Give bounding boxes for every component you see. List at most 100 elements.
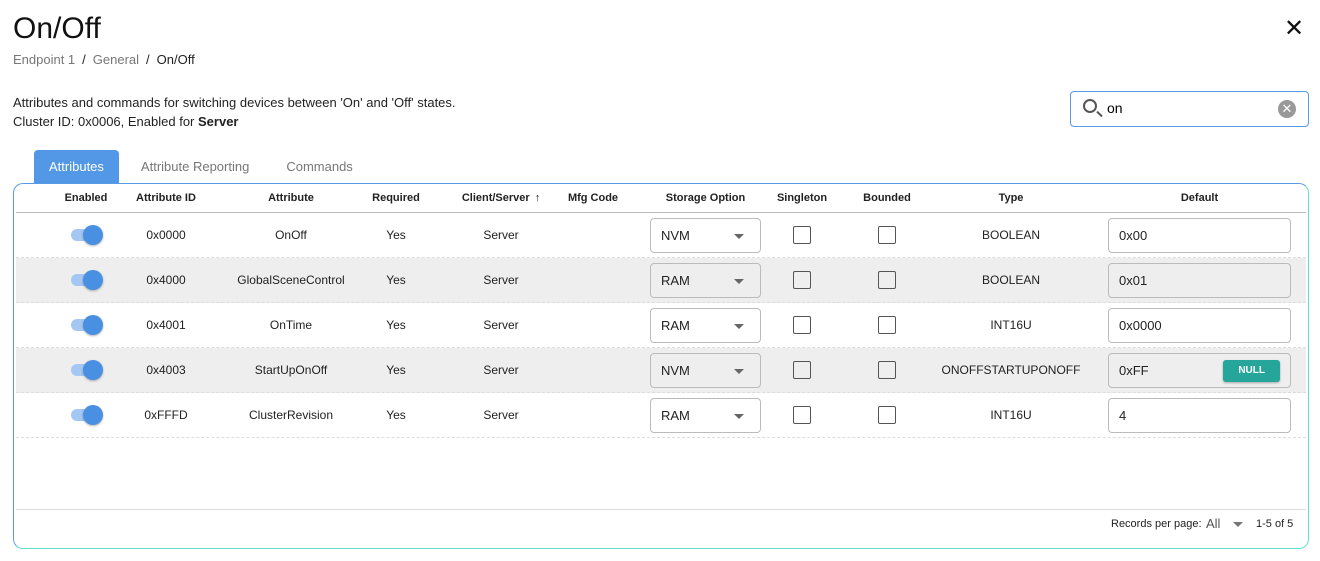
- column-header-type[interactable]: Type: [936, 184, 1086, 212]
- tab-attribute-reporting[interactable]: Attribute Reporting: [140, 159, 250, 174]
- clear-icon[interactable]: ✕: [1278, 100, 1296, 118]
- singleton-checkbox[interactable]: [793, 316, 811, 334]
- bounded-checkbox[interactable]: [878, 271, 896, 289]
- column-header-default[interactable]: Default: [1108, 184, 1291, 212]
- cell-storage: RAM: [650, 393, 761, 437]
- bounded-checkbox[interactable]: [878, 361, 896, 379]
- dropdown-arrow-icon[interactable]: [1233, 522, 1243, 527]
- enabled-toggle[interactable]: [71, 225, 103, 245]
- cell-type: ONOFFSTARTUPONOFF: [936, 348, 1086, 392]
- singleton-checkbox[interactable]: [793, 406, 811, 424]
- default-value-input[interactable]: 4: [1108, 397, 1291, 433]
- tab-attributes[interactable]: Attributes: [34, 150, 119, 183]
- column-header-label: Attribute: [268, 192, 314, 204]
- default-value-input[interactable]: 0xFF NULL: [1108, 352, 1291, 388]
- enabled-toggle[interactable]: [71, 405, 103, 425]
- column-header-label: Type: [998, 192, 1024, 204]
- column-header-label: Client/Server: [461, 192, 530, 204]
- cell-enabled: [46, 393, 126, 437]
- enabled-toggle[interactable]: [71, 315, 103, 335]
- cell-bounded: [846, 348, 928, 392]
- default-value-input[interactable]: 0x01: [1108, 262, 1291, 298]
- cell-enabled: [46, 258, 126, 302]
- cell-name: OnTime: [216, 303, 366, 347]
- search-icon: [1083, 99, 1097, 113]
- column-header-required[interactable]: Required: [361, 184, 431, 212]
- type-value: INT16U: [990, 318, 1032, 332]
- record-count: 1-5 of 5: [1256, 518, 1294, 530]
- cell-required: Yes: [361, 213, 431, 257]
- attribute-name: StartUpOnOff: [254, 363, 328, 377]
- storage-option-select[interactable]: RAM: [650, 262, 761, 298]
- breadcrumb-general[interactable]: General: [92, 52, 140, 67]
- cell-singleton: [761, 393, 843, 437]
- column-header-label: Attribute ID: [136, 192, 196, 204]
- dropdown-arrow-icon: [734, 233, 744, 239]
- cell-required: Yes: [361, 348, 431, 392]
- close-icon[interactable]: ✕: [1284, 15, 1305, 42]
- client-server-value: Server: [483, 228, 519, 242]
- tabs: Attributes Attribute Reporting Commands: [34, 150, 375, 183]
- bounded-checkbox[interactable]: [878, 406, 896, 424]
- search-box[interactable]: ✕: [1070, 91, 1309, 127]
- cell-default: 0x01: [1108, 258, 1291, 302]
- cell-id: 0x4003: [126, 348, 206, 392]
- tab-commands[interactable]: Commands: [286, 159, 353, 174]
- column-header-enabled[interactable]: Enabled: [46, 184, 126, 212]
- column-header-name[interactable]: Attribute: [216, 184, 366, 212]
- column-header-storage[interactable]: Storage Option: [650, 184, 761, 212]
- column-header-mfg[interactable]: Mfg Code: [556, 184, 630, 212]
- bounded-checkbox[interactable]: [878, 316, 896, 334]
- client-server-value: Server: [483, 318, 519, 332]
- cell-bounded: [846, 393, 928, 437]
- records-per-page-select[interactable]: All: [1206, 516, 1221, 531]
- storage-option-select[interactable]: RAM: [650, 307, 761, 343]
- storage-option-select[interactable]: NVM: [650, 352, 761, 388]
- column-header-singleton[interactable]: Singleton: [761, 184, 843, 212]
- default-value: 0xFF: [1119, 362, 1149, 378]
- cell-default: 0xFF NULL: [1108, 348, 1291, 392]
- singleton-checkbox[interactable]: [793, 361, 811, 379]
- singleton-checkbox[interactable]: [793, 226, 811, 244]
- cell-enabled: [46, 303, 126, 347]
- storage-value: NVM: [661, 362, 690, 378]
- cell-type: INT16U: [936, 393, 1086, 437]
- enabled-toggle[interactable]: [71, 360, 103, 380]
- cell-name: ClusterRevision: [216, 393, 366, 437]
- cell-mfg: [556, 303, 630, 347]
- storage-value: RAM: [661, 317, 690, 333]
- column-header-side[interactable]: Client/Server ↑: [446, 184, 556, 212]
- storage-option-select[interactable]: NVM: [650, 217, 761, 253]
- cell-default: 0x00: [1108, 213, 1291, 257]
- breadcrumb-endpoint[interactable]: Endpoint 1: [13, 52, 76, 67]
- description-text: Attributes and commands for switching de…: [13, 95, 456, 110]
- sort-arrow-icon[interactable]: ↑: [534, 192, 541, 204]
- enabled-toggle[interactable]: [71, 270, 103, 290]
- client-server-value: Server: [483, 273, 519, 287]
- cell-default: 0x0000: [1108, 303, 1291, 347]
- dropdown-arrow-icon: [734, 368, 744, 374]
- search-input[interactable]: [1107, 100, 1267, 116]
- default-value-input[interactable]: 0x00: [1108, 217, 1291, 253]
- column-header-label: Bounded: [863, 192, 911, 204]
- attribute-id: 0x0000: [146, 228, 186, 242]
- breadcrumb-current: On/Off: [156, 52, 195, 67]
- cell-bounded: [846, 258, 928, 302]
- cell-id: 0x4001: [126, 303, 206, 347]
- storage-value: RAM: [661, 407, 690, 423]
- null-button[interactable]: NULL: [1223, 359, 1280, 382]
- table-row: 0x0000 OnOff Yes Server NVM BOOLEAN 0x00: [16, 213, 1306, 258]
- storage-option-select[interactable]: RAM: [650, 397, 761, 433]
- singleton-checkbox[interactable]: [793, 271, 811, 289]
- default-value: 0x01: [1119, 272, 1148, 288]
- cell-type: INT16U: [936, 303, 1086, 347]
- column-header-bounded[interactable]: Bounded: [846, 184, 928, 212]
- table-row: 0x4001 OnTime Yes Server RAM INT16U 0x0000: [16, 303, 1306, 348]
- column-header-id[interactable]: Attribute ID: [126, 184, 206, 212]
- default-value-input[interactable]: 0x0000: [1108, 307, 1291, 343]
- cell-singleton: [761, 213, 843, 257]
- bounded-checkbox[interactable]: [878, 226, 896, 244]
- attribute-id: 0xFFFD: [144, 408, 188, 422]
- cell-side: Server: [446, 213, 556, 257]
- cell-mfg: [556, 258, 630, 302]
